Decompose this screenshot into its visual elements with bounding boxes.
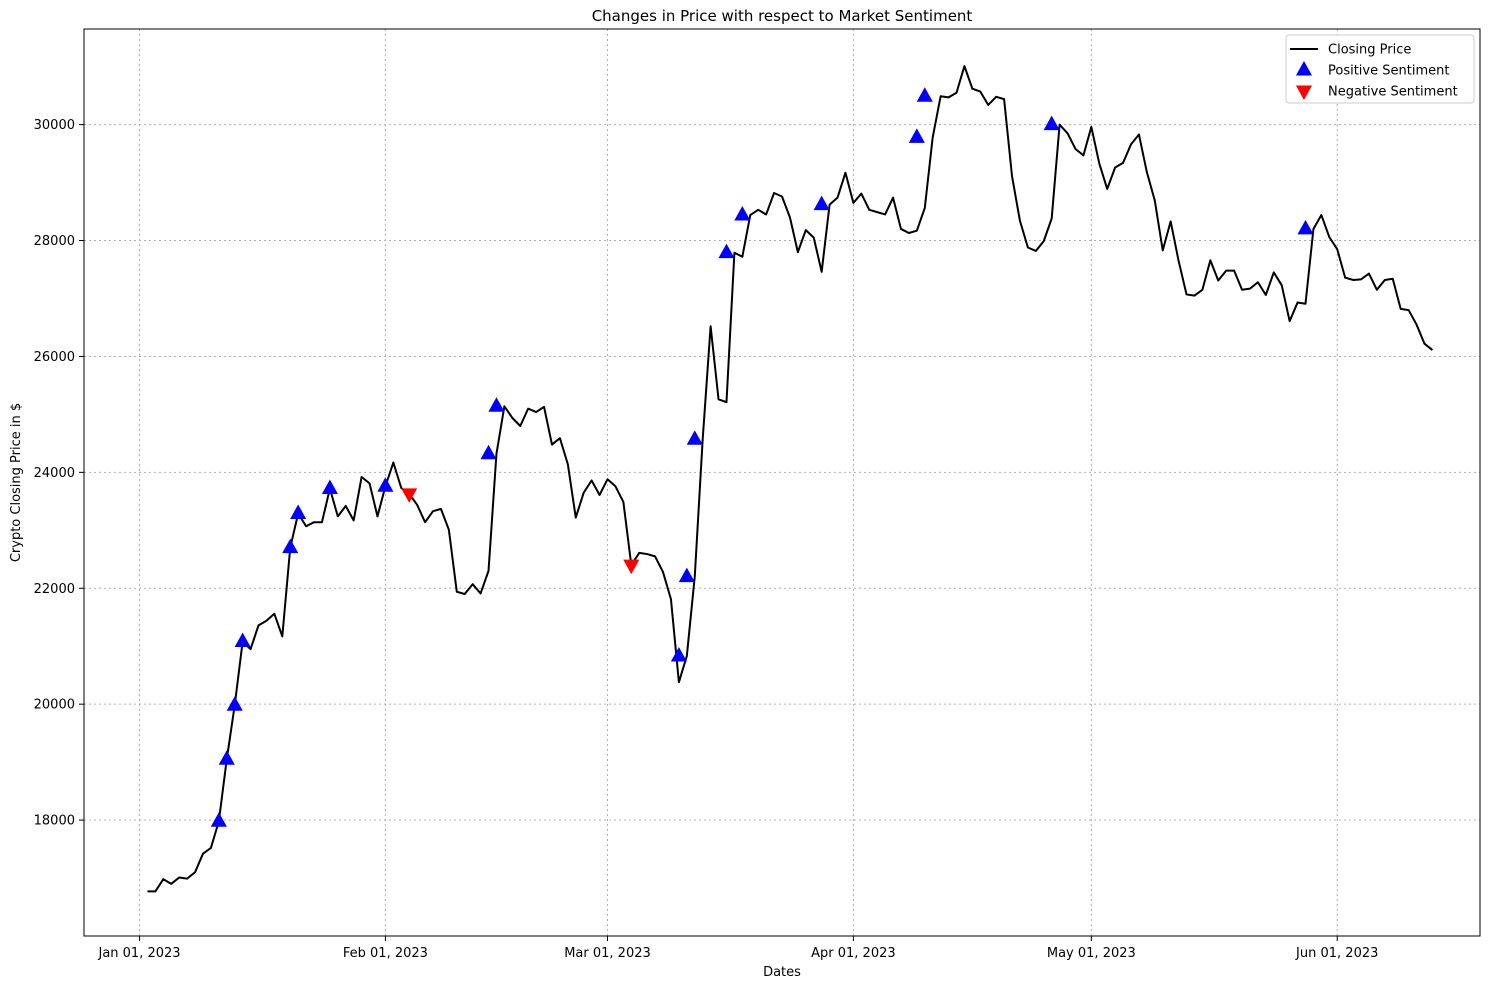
plot-frame xyxy=(83,28,1481,937)
grid-lines xyxy=(84,29,1480,936)
x-tick-label: May 01, 2023 xyxy=(1047,946,1136,961)
x-tick-label: Feb 01, 2023 xyxy=(343,946,428,961)
x-axis-label: Dates xyxy=(763,965,801,980)
positive-sentiment-marker xyxy=(686,430,703,445)
positive-sentiment-marker xyxy=(1297,219,1314,235)
legend-entry-label: Negative Sentiment xyxy=(1328,85,1458,100)
positive-sentiment-marker xyxy=(670,647,687,662)
positive-sentiment-marker xyxy=(1043,115,1060,131)
y-axis-label: Crypto Closing Price in $ xyxy=(9,403,24,562)
positive-sentiment-marker xyxy=(488,397,505,412)
positive-sentiment-marker xyxy=(282,538,299,554)
y-tick-label: 30000 xyxy=(34,118,75,133)
chart-title: Changes in Price with respect to Market … xyxy=(592,7,973,25)
y-tick-label: 20000 xyxy=(34,698,75,713)
x-tick-label: Jun 01, 2023 xyxy=(1295,946,1378,961)
y-tick-label: 18000 xyxy=(34,814,75,829)
positive-sentiment-marker xyxy=(321,479,338,495)
negative-sentiment-marker xyxy=(401,488,418,503)
x-tick-label: Apr 01, 2023 xyxy=(811,946,896,961)
y-tick-label: 22000 xyxy=(34,582,75,597)
positive-sentiment-marker xyxy=(290,504,307,519)
positive-sentiment-marker xyxy=(218,750,235,765)
legend-positive-swatch xyxy=(1295,60,1313,76)
axis-ticks: Jan 01, 2023 Feb 01, 2023 Mar 01, 2023 Apr … xyxy=(34,118,1379,961)
positive-sentiment-marker xyxy=(908,128,925,143)
positive-sentiment-marker xyxy=(226,696,243,711)
positive-sentiment-marker xyxy=(678,567,695,583)
positive-sentiment-marker xyxy=(234,632,251,648)
x-tick-label: Jan 01, 2023 xyxy=(97,946,180,961)
positive-sentiment-marker xyxy=(916,87,933,102)
positive-sentiment-marker xyxy=(210,812,227,827)
legend-entry-label: Closing Price xyxy=(1328,43,1411,58)
sentiment-markers xyxy=(210,87,1314,827)
y-tick-label: 28000 xyxy=(34,234,75,249)
y-tick-label: 24000 xyxy=(34,466,75,481)
legend-box xyxy=(1285,34,1475,104)
negative-sentiment-marker xyxy=(623,559,640,575)
legend-negative-swatch xyxy=(1295,85,1313,101)
positive-sentiment-marker xyxy=(377,477,394,492)
legend: Closing Price Positive Sentiment Negative … xyxy=(1285,34,1475,104)
positive-sentiment-marker xyxy=(480,444,497,460)
legend-entry-label: Positive Sentiment xyxy=(1328,64,1449,79)
x-tick-label: Mar 01, 2023 xyxy=(564,946,651,961)
positive-sentiment-marker xyxy=(734,206,751,221)
closing-price-line xyxy=(147,65,1434,893)
positive-sentiment-marker xyxy=(718,243,735,259)
positive-sentiment-marker xyxy=(813,195,830,211)
y-tick-label: 26000 xyxy=(34,350,75,365)
